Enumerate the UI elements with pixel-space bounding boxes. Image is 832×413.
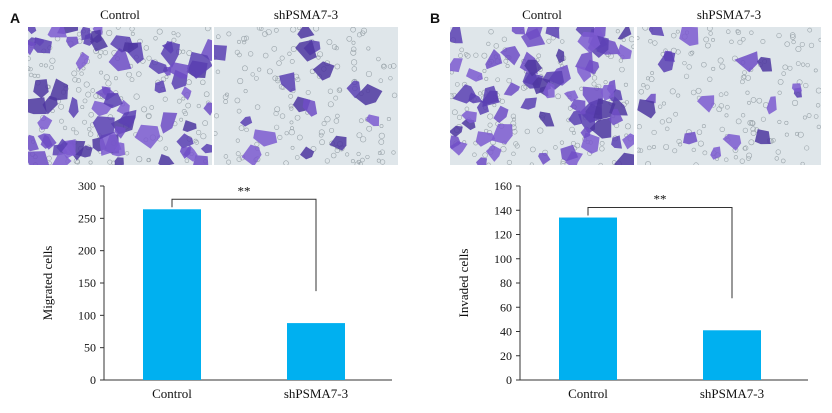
y-tick-label: 0: [90, 373, 96, 387]
panel-a: A Control shPSMA7-3 0 50 100 150 200 250 300 Mi…: [10, 7, 398, 401]
y-axis-label: Migrated cells: [40, 246, 55, 321]
y-tick-label: 100: [78, 308, 96, 322]
bar-chart-invasion: 0 20 40 60 80 100 120 140 160 Invaded cells Contro…: [456, 179, 808, 401]
x-tick-label: shPSMA7-3: [284, 386, 348, 401]
y-tick-label: 150: [78, 276, 96, 290]
y-tick-label: 160: [494, 179, 512, 193]
image-label-control: Control: [522, 7, 562, 22]
panel-b: B Control shPSMA7-3 0 20 40 60 80 100 120 140 16…: [416, 0, 832, 413]
y-tick-label: 100: [494, 252, 512, 266]
micrograph-control: [28, 27, 212, 165]
image-label-control: Control: [100, 7, 140, 22]
y-tick-label: 60: [500, 300, 512, 314]
bar: [559, 217, 617, 380]
image-label-knockdown: shPSMA7-3: [696, 7, 762, 22]
significance-bracket: [171, 198, 317, 292]
bar: [143, 209, 201, 380]
y-tick-label: 300: [78, 179, 96, 193]
panel-letter: A: [10, 10, 21, 26]
bar-chart-migration: 0 50 100 150 200 250 300 Migrated cells Control s…: [40, 179, 392, 401]
bar: [287, 323, 345, 380]
significance-bracket: [587, 207, 733, 299]
significance-label: **: [238, 183, 251, 198]
y-tick-label: 120: [494, 228, 512, 242]
y-tick-label: 50: [84, 341, 96, 355]
image-label-knockdown: shPSMA7-3: [273, 7, 339, 22]
bar: [703, 330, 761, 380]
micrograph-control: [450, 27, 634, 165]
micrograph-knockdown: [214, 27, 398, 165]
y-tick-label: 80: [500, 276, 512, 290]
x-tick-label: shPSMA7-3: [700, 386, 764, 401]
panel-letter: B: [430, 10, 441, 26]
x-tick-label: Control: [568, 386, 608, 401]
y-tick-label: 200: [78, 244, 96, 258]
y-axis-label: Invaded cells: [456, 249, 471, 318]
y-tick-label: 140: [494, 203, 512, 217]
y-tick-label: 0: [506, 373, 512, 387]
x-tick-label: Control: [152, 386, 192, 401]
y-tick-label: 20: [500, 349, 512, 363]
significance-label: **: [654, 192, 667, 207]
micrograph-knockdown: [637, 27, 821, 165]
y-tick-label: 40: [500, 325, 512, 339]
y-tick-label: 250: [78, 211, 96, 225]
